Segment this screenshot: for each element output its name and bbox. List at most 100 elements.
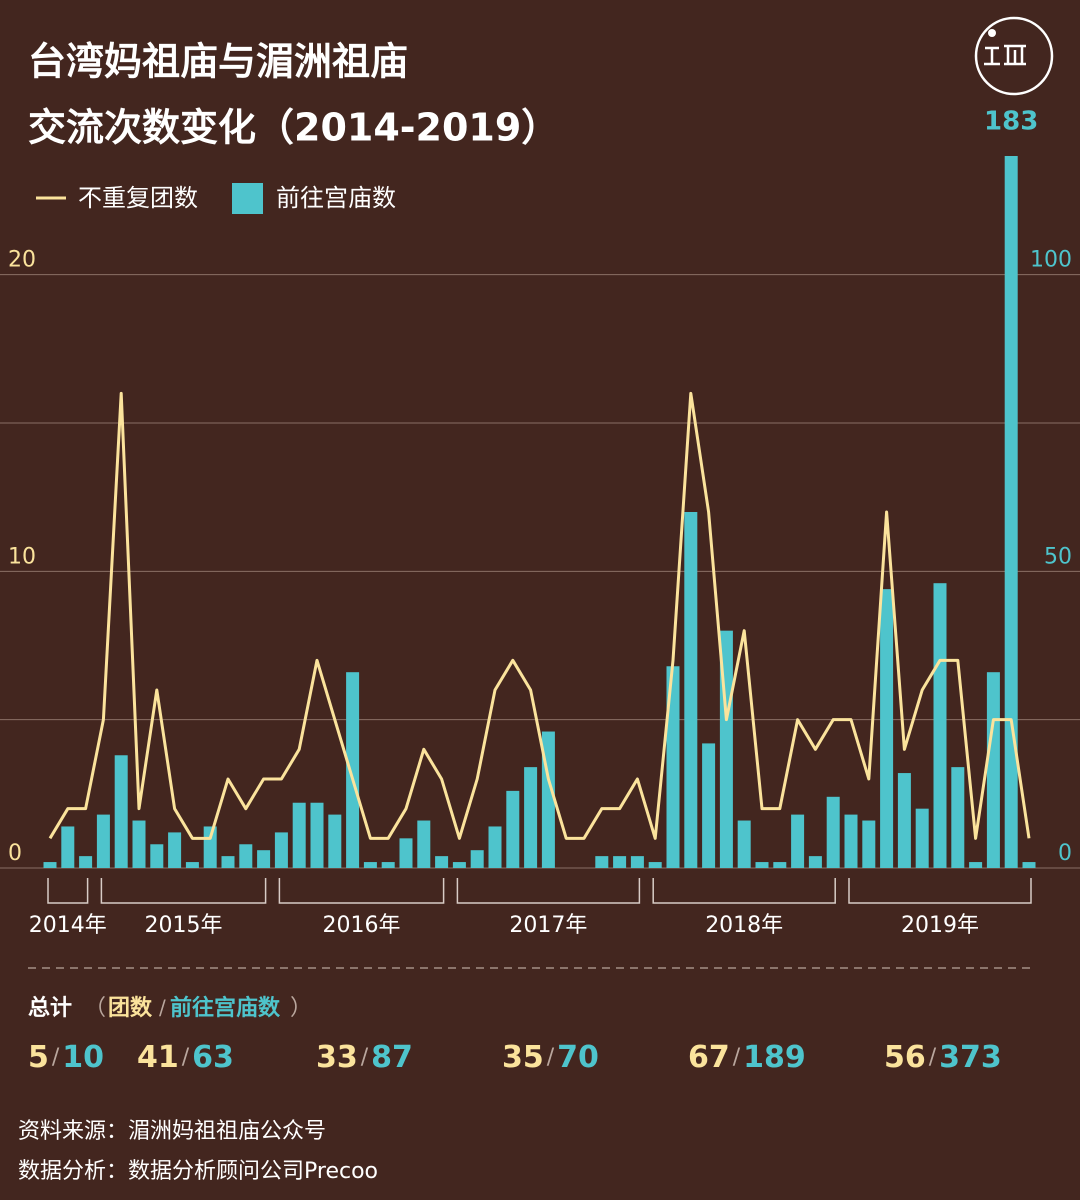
bar <box>488 826 502 868</box>
bar <box>524 767 538 868</box>
bar <box>363 862 377 868</box>
bar <box>666 666 680 868</box>
year-label: 2014年 <box>29 913 107 938</box>
bar <box>239 844 253 868</box>
bar <box>737 820 751 868</box>
logo <box>974 16 1054 96</box>
total-visits: 63 <box>192 1040 234 1075</box>
bar <box>862 820 876 868</box>
bar <box>915 808 929 868</box>
legend-swatch <box>232 183 263 214</box>
year-bracket <box>848 878 1032 904</box>
year-bracket <box>278 878 445 904</box>
bar <box>399 838 413 868</box>
year-total: 35/70 <box>502 1040 599 1075</box>
totals-paren: ） <box>290 996 312 1021</box>
bar <box>986 672 1000 868</box>
bar <box>150 844 164 868</box>
total-separator: / <box>361 1045 369 1070</box>
bar <box>1022 862 1036 868</box>
bar <box>755 862 769 868</box>
year-bracket <box>652 878 836 904</box>
year-bracket <box>100 878 267 904</box>
year-total: 41/63 <box>137 1040 234 1075</box>
bar <box>702 743 716 868</box>
bar <box>933 583 947 868</box>
year-bracket <box>456 878 641 904</box>
y-tick-label: 10 <box>8 544 36 569</box>
year-total: 5/10 <box>28 1040 104 1075</box>
bar <box>969 862 983 868</box>
bar <box>452 862 466 868</box>
bar <box>328 814 342 868</box>
bar <box>310 802 324 868</box>
year-label: 2019年 <box>901 913 979 938</box>
total-separator: / <box>52 1045 60 1070</box>
y2-tick-label: 50 <box>1044 544 1072 569</box>
bar <box>203 826 217 868</box>
year-label: 2016年 <box>323 913 401 938</box>
bar <box>185 862 199 868</box>
bar <box>897 773 911 868</box>
bar <box>346 672 360 868</box>
y2-tick-label: 100 <box>1030 248 1072 273</box>
bar <box>470 850 484 868</box>
total-visits: 70 <box>557 1040 599 1075</box>
total-groups: 41 <box>137 1040 179 1075</box>
totals-key: 团数 <box>108 995 153 1021</box>
bar-value-label: 183 <box>984 107 1038 137</box>
bar <box>648 862 662 868</box>
bar <box>132 820 146 868</box>
total-groups: 56 <box>884 1040 926 1075</box>
bar <box>257 850 271 868</box>
bar <box>791 814 805 868</box>
totals-slash: / <box>159 996 166 1020</box>
year-label: 2018年 <box>705 913 783 938</box>
source: 资料来源：湄洲妈祖祖庙公众号 <box>18 1119 326 1144</box>
total-visits: 189 <box>743 1040 806 1075</box>
year-total: 67/189 <box>688 1040 806 1075</box>
chart-title: 台湾妈祖庙与湄洲祖庙 <box>28 40 408 84</box>
bar <box>613 856 627 868</box>
bar <box>292 802 306 868</box>
total-groups: 5 <box>28 1040 49 1075</box>
total-groups: 35 <box>502 1040 544 1075</box>
total-separator: / <box>929 1045 937 1070</box>
year-bracket <box>47 878 89 904</box>
chart-title: 交流次数变化（2014-2019） <box>28 106 559 150</box>
plot-area <box>43 156 1036 869</box>
total-groups: 67 <box>688 1040 730 1075</box>
bar <box>1004 156 1018 869</box>
totals-paren: （ <box>84 996 106 1021</box>
year-total: 56/373 <box>884 1040 1002 1075</box>
bar <box>417 820 431 868</box>
bar <box>595 856 609 868</box>
legend-label: 前往宫庙数 <box>276 184 396 212</box>
total-visits: 373 <box>939 1040 1002 1075</box>
source: 数据分析：数据分析顾问公司Precoo <box>18 1159 378 1184</box>
line <box>48 391 1031 840</box>
bar <box>808 856 822 868</box>
total-visits: 87 <box>371 1040 413 1075</box>
total-visits: 10 <box>62 1040 104 1075</box>
total-separator: / <box>733 1045 741 1070</box>
bar <box>951 767 965 868</box>
bar <box>114 755 128 868</box>
bar <box>221 856 235 868</box>
totals-label: 总计 <box>28 995 72 1021</box>
total-groups: 33 <box>316 1040 358 1075</box>
bar <box>630 856 644 868</box>
bar <box>274 832 288 868</box>
bar <box>773 862 787 868</box>
total-separator: / <box>547 1045 555 1070</box>
year-total: 33/87 <box>316 1040 413 1075</box>
bar <box>826 796 840 868</box>
bar <box>61 826 75 868</box>
totals-key: 前往宫庙数 <box>170 995 281 1021</box>
bar <box>96 814 110 868</box>
bar <box>844 814 858 868</box>
year-label: 2015年 <box>145 913 223 938</box>
y-tick-label: 20 <box>8 248 36 273</box>
